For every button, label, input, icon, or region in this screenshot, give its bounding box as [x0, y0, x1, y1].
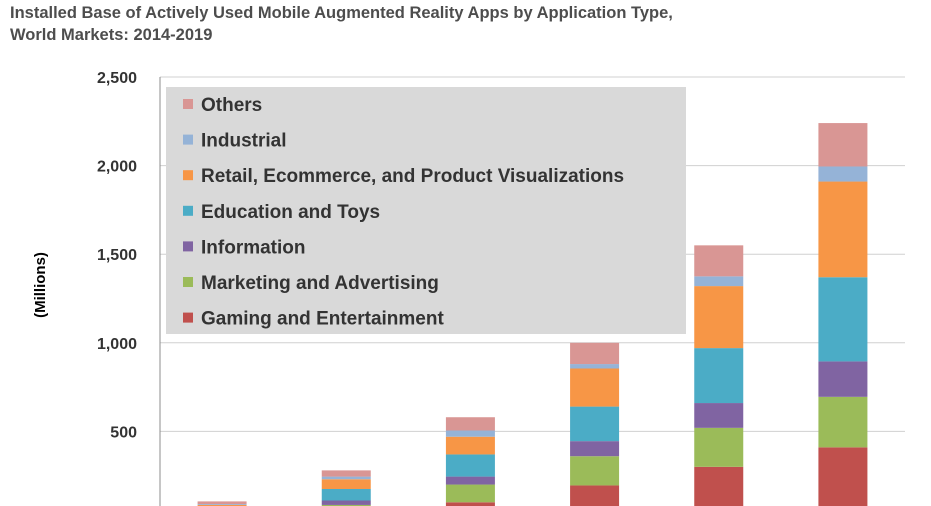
bar-segment [570, 441, 620, 457]
bar-stack-2014 [197, 501, 247, 506]
bar-segment [321, 476, 371, 480]
bar-segment [570, 368, 620, 407]
legend-item: Retail, Ecommerce, and Product Visualiza… [183, 166, 624, 187]
bar-stack-2018 [694, 245, 744, 506]
bar-stack-2019 [818, 123, 868, 506]
legend-label: Information [201, 237, 306, 258]
legend-item: Others [183, 95, 262, 116]
legend-swatch [183, 241, 193, 252]
bar-segment [570, 342, 620, 365]
legend-item: Gaming and Entertainment [183, 309, 444, 330]
bar-segment [694, 427, 744, 467]
chart-title: Installed Base of Actively Used Mobile A… [10, 2, 910, 46]
legend-label: Gaming and Entertainment [201, 309, 444, 330]
legend-swatch [183, 170, 193, 181]
bar-segment [694, 403, 744, 428]
legend-label: Others [201, 95, 262, 116]
legend-swatch [183, 99, 193, 109]
legend: Others Industrial Retail, Ecommerce, and P… [166, 87, 686, 334]
bar-segment [818, 361, 868, 397]
bar-segment [570, 456, 620, 486]
bar-segment [694, 466, 744, 506]
bar-segment [818, 447, 868, 506]
chart-title-line-1: Installed Base of Actively Used Mobile A… [10, 4, 673, 22]
bar-segment [321, 479, 371, 489]
legend-swatch [183, 312, 193, 323]
legend-item: Education and Toys [183, 202, 380, 223]
legend-item: Information [183, 237, 306, 258]
legend-label: Retail, Ecommerce, and Product Visualiza… [201, 166, 624, 187]
legend-box [166, 87, 686, 334]
bar-segment [818, 277, 868, 362]
bar-segment [321, 470, 371, 477]
bar-stack-2017 [570, 342, 620, 506]
y-axis-label: (Millions) [32, 252, 49, 318]
bar-segment [197, 504, 247, 506]
legend-swatch [183, 205, 193, 216]
legend-swatch [183, 277, 193, 287]
bar-segment [818, 396, 868, 448]
y-tick-label: 2,000 [97, 159, 137, 176]
y-tick-label: 1,000 [97, 336, 137, 353]
bars [197, 123, 868, 506]
bar-segment [818, 181, 868, 278]
bar-segment [321, 488, 371, 501]
bar-segment [445, 484, 495, 503]
bar-segment [694, 286, 744, 349]
bar-segment [818, 166, 868, 182]
bar-segment [445, 454, 495, 477]
bar-segment [197, 501, 247, 505]
bar-segment [694, 276, 744, 287]
bar-segment [321, 500, 371, 505]
bar-segment [445, 417, 495, 431]
y-tick-label: 1,500 [97, 247, 137, 264]
legend-label: Marketing and Advertising [201, 273, 439, 294]
legend-label: Education and Toys [201, 202, 380, 223]
legend-swatch [183, 134, 193, 145]
bar-segment [445, 430, 495, 437]
bar-stack-2016 [445, 417, 495, 506]
bar-segment [321, 504, 371, 506]
legend-item: Marketing and Advertising [183, 273, 439, 294]
bar-segment [570, 485, 620, 506]
y-tick-label: 2,500 [97, 70, 137, 87]
bar-segment [445, 476, 495, 485]
y-axis: 500 1,000 1,500 2,000 2,500 (Millions) [32, 70, 161, 506]
bar-segment [197, 504, 247, 505]
bar-segment [694, 348, 744, 404]
legend-label: Industrial [201, 131, 287, 152]
y-tick-label: 500 [110, 424, 137, 441]
bar-segment [445, 436, 495, 455]
bar-segment [818, 123, 868, 167]
bar-segment [570, 364, 620, 369]
bar-segment [694, 245, 744, 277]
bar-segment [570, 406, 620, 442]
chart-title-line-2: World Markets: 2014-2019 [10, 26, 213, 44]
bar-stack-2015 [321, 470, 371, 506]
legend-item: Industrial [183, 131, 287, 152]
bar-segment [445, 502, 495, 506]
